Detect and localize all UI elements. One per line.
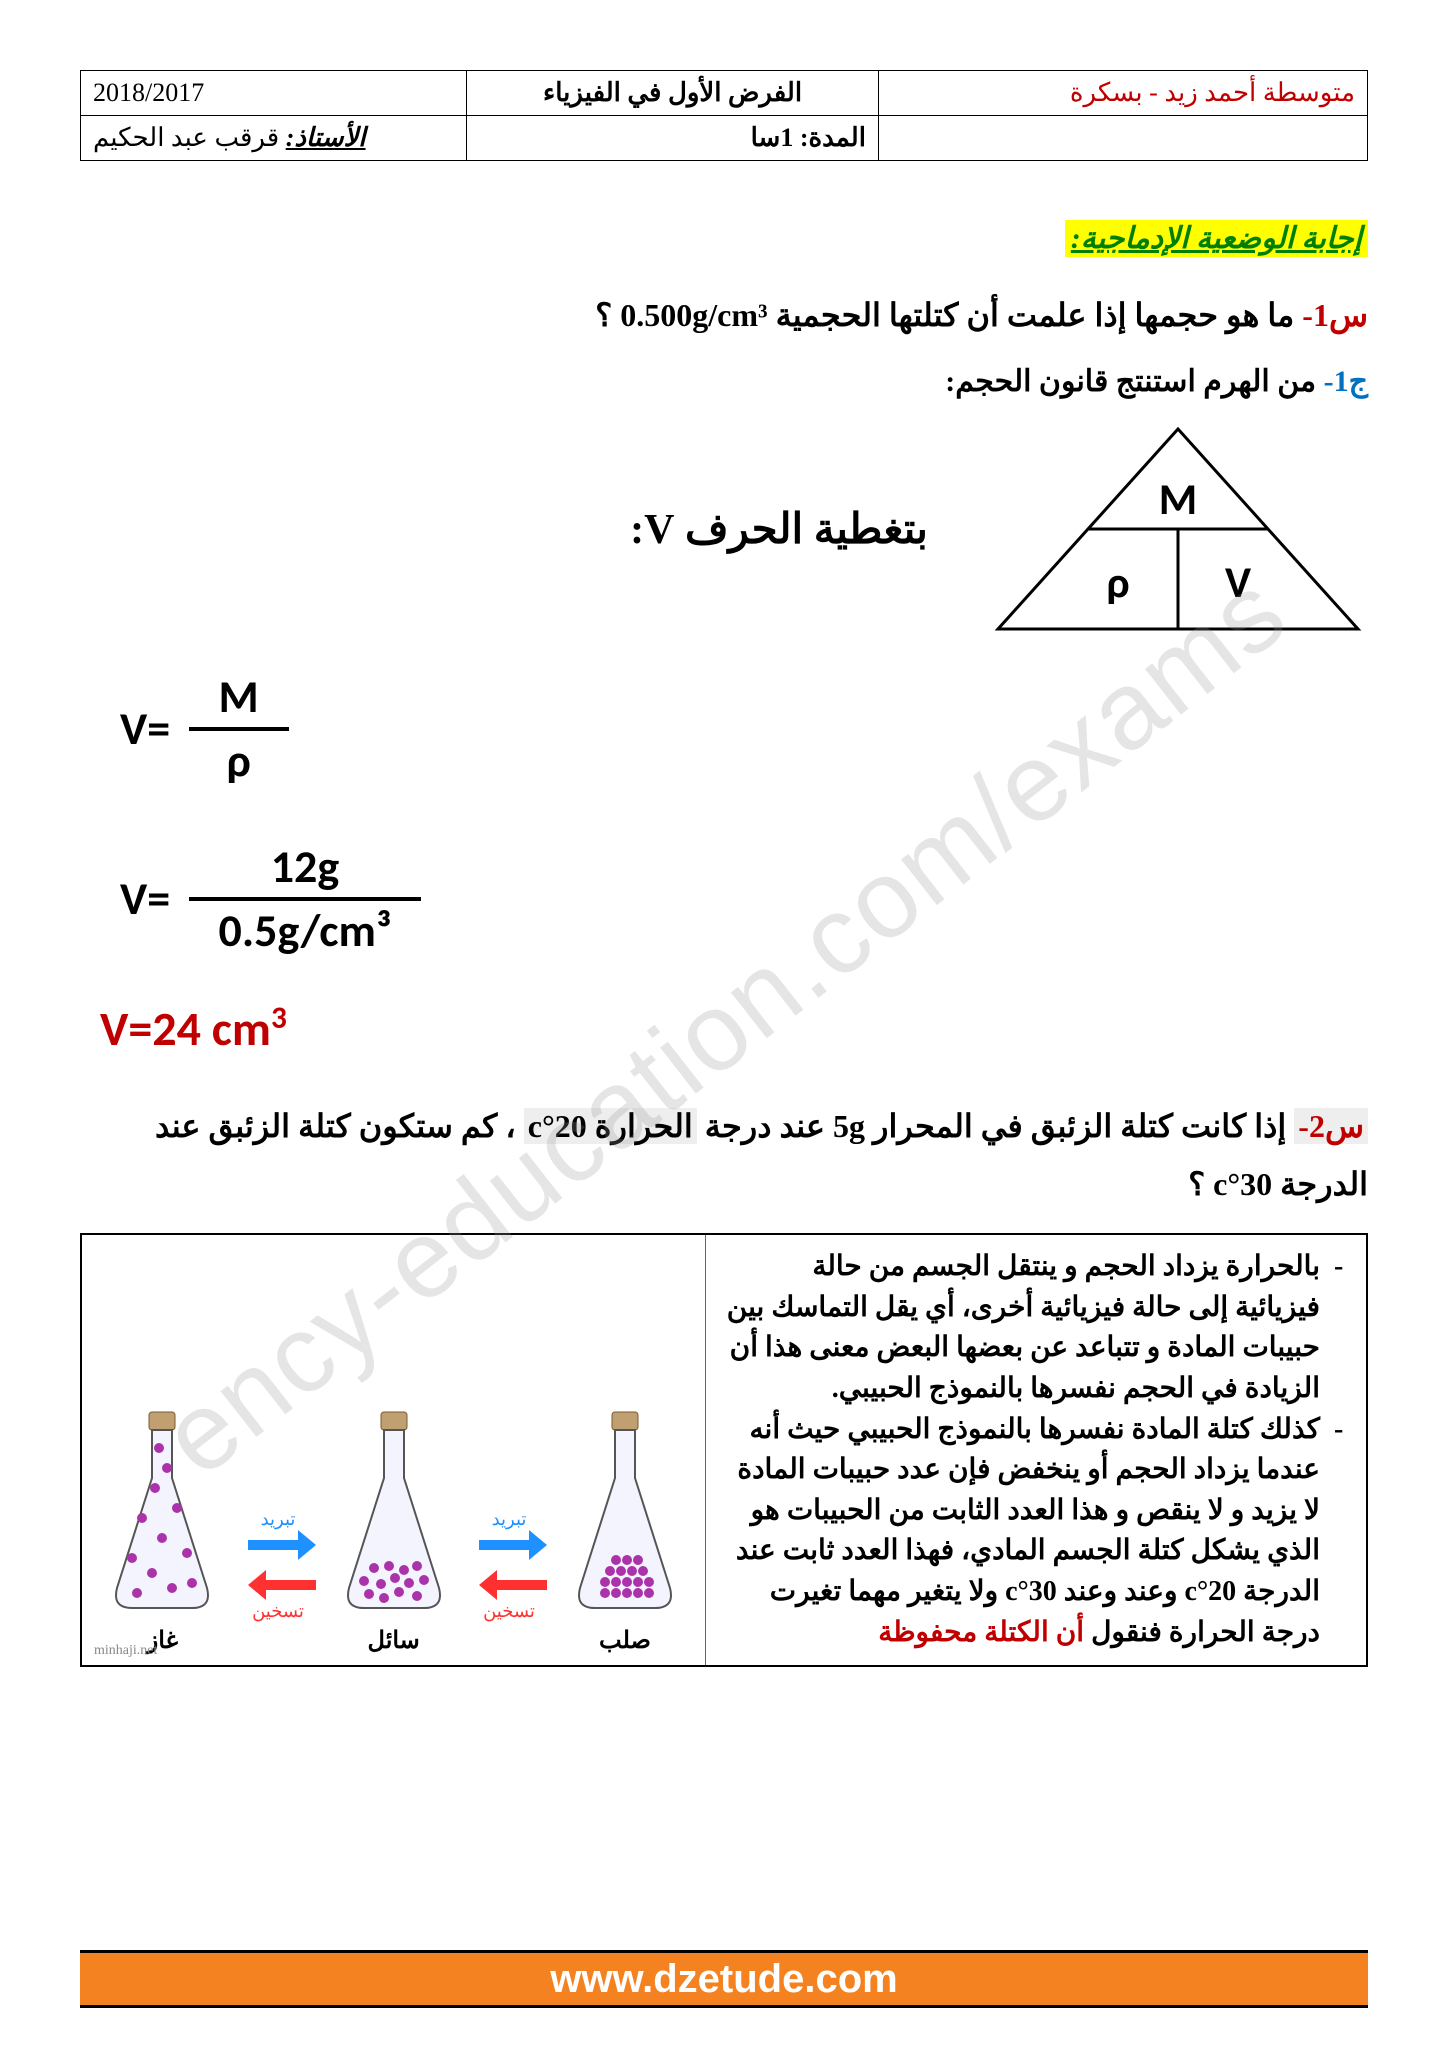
answer-point-2: كذلك كتلة المادة نفسرها بالنموذج الحبيبي…: [724, 1410, 1320, 1654]
section-heading: إجابة الوضعية الإدماجية:: [80, 221, 1368, 256]
flask-liquid: [329, 1408, 459, 1618]
teacher-cell: الأستاذ: قرقب عبد الحكيم: [81, 116, 467, 161]
empty-cell: [878, 116, 1367, 161]
answer-point-1: بالحرارة يزداد الحجم و ينتقل الجسم من حا…: [724, 1247, 1320, 1409]
svg-text:تسخين: تسخين: [252, 1601, 304, 1622]
flask-gas: [97, 1408, 227, 1618]
flask-diagram: صلب تبريد تسخين: [82, 1235, 706, 1665]
image-credit: minhaji.net: [94, 1643, 157, 1659]
arrows-1: تبريد تسخين: [469, 1445, 549, 1655]
answer-2-box: بالحرارة يزداد الحجم و ينتقل الجسم من حا…: [80, 1233, 1368, 1667]
result-value: V=24 cm3: [100, 999, 1368, 1058]
answer-1-intro: ج1- من الهرم استنتج قانون الحجم:: [80, 364, 1368, 399]
question-2: س2- إذا كانت كتلة الزئبق في المحرار 5g ع…: [80, 1098, 1368, 1213]
exam-title: الفرض الأول في الفيزياء: [467, 71, 879, 116]
answer-2-text: بالحرارة يزداد الحجم و ينتقل الجسم من حا…: [706, 1235, 1366, 1665]
school-year: 2018/2017: [81, 71, 467, 116]
cover-letter-text: بتغطية الحرف V:: [630, 504, 928, 554]
footer-url: www.dzetude.com: [80, 1950, 1368, 2008]
question-1: س1- ما هو حجمها إذا علمت أن كتلتها الحجم…: [80, 296, 1368, 334]
duration-cell: المدة: 1سا: [467, 116, 879, 161]
formula-symbolic: V= M ρ: [120, 669, 1368, 789]
density-triangle: M ρ V: [988, 419, 1368, 639]
flask-solid: [560, 1408, 690, 1618]
svg-text:تبريد: تبريد: [492, 1509, 527, 1530]
svg-text:تبريد: تبريد: [261, 1509, 296, 1530]
svg-text:تسخين: تسخين: [483, 1601, 535, 1622]
svg-text:M: M: [1159, 472, 1197, 526]
formula-numeric: V= 12g 0.5g/cm³: [120, 839, 1368, 959]
arrows-2: تبريد تسخين: [238, 1445, 318, 1655]
svg-text:ρ: ρ: [1106, 555, 1129, 609]
school-name: متوسطة أحمد زيد - بسكرة: [878, 71, 1367, 116]
svg-text:V: V: [1225, 555, 1251, 609]
header-table: متوسطة أحمد زيد - بسكرة الفرض الأول في ا…: [80, 70, 1368, 161]
